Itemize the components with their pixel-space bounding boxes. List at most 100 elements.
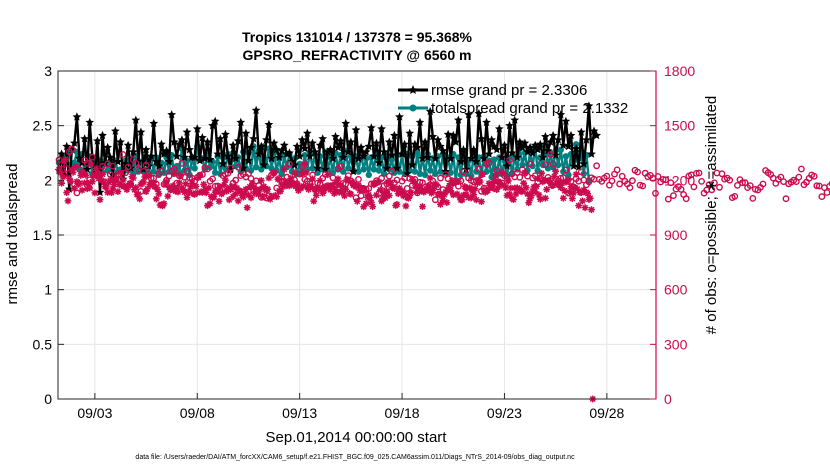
y-axis-label-right: # of obs: o=possible; ∗=assimilated — [703, 96, 720, 335]
spread-point — [375, 167, 383, 174]
spread-point — [411, 168, 419, 175]
rmse-point — [310, 147, 320, 156]
rmse-point — [246, 142, 256, 152]
rmse-point — [198, 133, 207, 142]
obs-possible-point — [759, 180, 767, 188]
obs-assimilated-point — [100, 179, 108, 186]
obs-assimilated-point — [401, 190, 409, 198]
rmse-point — [203, 137, 212, 146]
obs-possible-point — [711, 179, 718, 187]
obs-assimilated-point — [575, 202, 583, 210]
obs-assimilated-point — [428, 189, 435, 197]
obs-possible-point — [726, 176, 734, 184]
rmse-point — [98, 130, 107, 140]
rmse-point — [576, 127, 586, 136]
obs-assimilated-point — [179, 186, 187, 194]
obs-assimilated-point — [367, 198, 375, 206]
obs-assimilated-point — [302, 169, 310, 177]
rmse-point — [244, 156, 253, 165]
rmse-point — [131, 115, 141, 124]
obs-assimilated-point — [470, 191, 478, 199]
obs-possible-point — [634, 168, 641, 176]
x-tick-label: 09/23 — [487, 405, 522, 421]
spread-point — [370, 166, 378, 173]
rmse-point — [241, 128, 251, 137]
obs-assimilated-point — [274, 175, 282, 183]
rmse-point — [113, 157, 123, 166]
obs-assimilated-point — [554, 178, 562, 186]
obs-assimilated-point — [193, 189, 201, 197]
rmse-point — [256, 141, 266, 151]
rmse-point — [262, 135, 271, 144]
rmse-point — [369, 151, 379, 160]
obs-assimilated-point — [119, 176, 127, 184]
spread-point — [421, 171, 429, 179]
rmse-point — [461, 164, 471, 174]
obs-assimilated-point — [497, 181, 505, 189]
rmse-point — [175, 139, 184, 148]
obs-possible-point — [698, 177, 705, 185]
rmse-point — [128, 147, 138, 156]
obs-possible-point — [795, 173, 803, 181]
obs-assimilated-point — [102, 183, 110, 191]
rmse-point — [372, 138, 381, 147]
obs-possible-point — [378, 174, 385, 182]
obs-assimilated-point — [502, 184, 510, 192]
obs-assimilated-point — [385, 192, 393, 199]
obs-assimilated-point — [92, 165, 100, 173]
obs-assimilated-point — [90, 172, 97, 180]
obs-assimilated-point — [198, 188, 206, 196]
rmse-point — [295, 151, 304, 160]
y-tick-label-right: 0 — [664, 391, 672, 407]
obs-possible-point — [88, 153, 96, 161]
obs-possible-point — [613, 166, 621, 174]
rmse-point — [361, 147, 371, 156]
obs-possible-point — [662, 176, 670, 184]
rmse-point — [326, 145, 335, 154]
obs-assimilated-point — [461, 183, 469, 190]
spread-point — [309, 165, 316, 172]
rmse-point — [285, 148, 294, 157]
obs-assimilated-point — [300, 182, 307, 190]
obs-assimilated-point — [444, 185, 452, 193]
obs-assimilated-point — [376, 186, 384, 194]
rmse-point — [116, 137, 125, 146]
obs-possible-point — [618, 172, 626, 180]
obs-assimilated-point — [206, 200, 214, 208]
rmse-point — [167, 110, 176, 119]
spread-point — [432, 170, 439, 177]
obs-assimilated-point — [70, 185, 78, 192]
obs-assimilated-point — [383, 187, 391, 195]
obs-assimilated-point — [145, 172, 153, 180]
obs-assimilated-point — [268, 192, 275, 200]
obs-assimilated-point — [200, 180, 208, 188]
obs-assimilated-point — [549, 182, 557, 189]
obs-possible-point — [549, 160, 557, 168]
obs-assimilated-point — [230, 183, 238, 191]
obs-assimilated-point — [456, 193, 464, 201]
obs-assimilated-point — [507, 184, 515, 192]
obs-assimilated-point — [124, 182, 132, 190]
rmse-point — [185, 145, 194, 154]
obs-assimilated-point — [490, 177, 498, 185]
rmse-point — [541, 132, 550, 141]
obs-assimilated-point — [344, 177, 352, 185]
rmse-point — [535, 139, 545, 148]
obs-assimilated-point — [565, 176, 572, 184]
obs-assimilated-point — [324, 171, 332, 179]
obs-possible-point — [616, 180, 623, 188]
obs-assimilated-point — [259, 192, 266, 200]
obs-assimilated-point — [81, 179, 89, 187]
obs-possible-point — [731, 192, 739, 200]
obs-assimilated-point — [86, 184, 94, 192]
spread-point — [173, 162, 180, 170]
obs-possible-point — [695, 169, 703, 177]
obs-assimilated-point — [220, 181, 228, 189]
rmse-point — [192, 124, 202, 133]
x-tick-label: 09/18 — [385, 405, 420, 421]
obs-assimilated-point — [378, 197, 385, 205]
obs-assimilated-point — [353, 197, 361, 205]
obs-assimilated-point — [175, 179, 183, 187]
obs-possible-point — [485, 159, 493, 167]
obs-assimilated-point — [334, 175, 342, 183]
